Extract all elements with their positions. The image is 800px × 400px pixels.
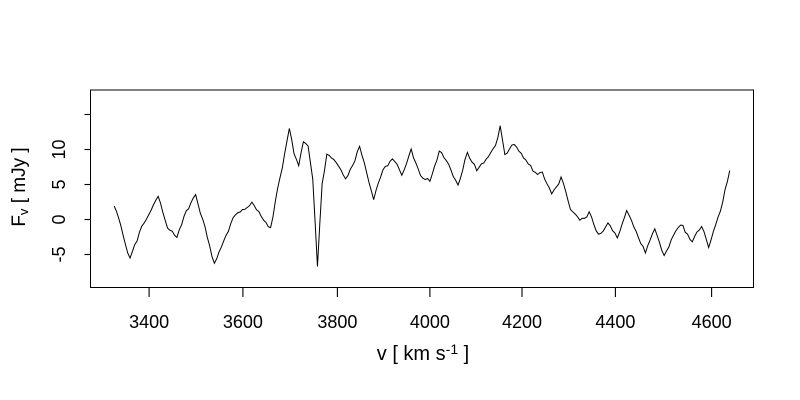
- svg-text:5: 5: [49, 179, 69, 189]
- svg-text:4400: 4400: [595, 312, 635, 332]
- svg-text:4200: 4200: [502, 312, 542, 332]
- svg-text:3400: 3400: [129, 312, 169, 332]
- svg-text:-5: -5: [49, 246, 69, 262]
- svg-text:3800: 3800: [317, 312, 357, 332]
- svg-text:4000: 4000: [410, 312, 450, 332]
- svg-text:v [ km s-1 ]: v [ km s-1 ]: [377, 341, 469, 365]
- svg-text:10: 10: [49, 139, 69, 159]
- svg-text:3600: 3600: [223, 312, 263, 332]
- svg-text:4600: 4600: [692, 312, 732, 332]
- svg-text:Fv [ mJy ]: Fv [ mJy ]: [9, 147, 31, 226]
- svg-text:0: 0: [49, 214, 69, 224]
